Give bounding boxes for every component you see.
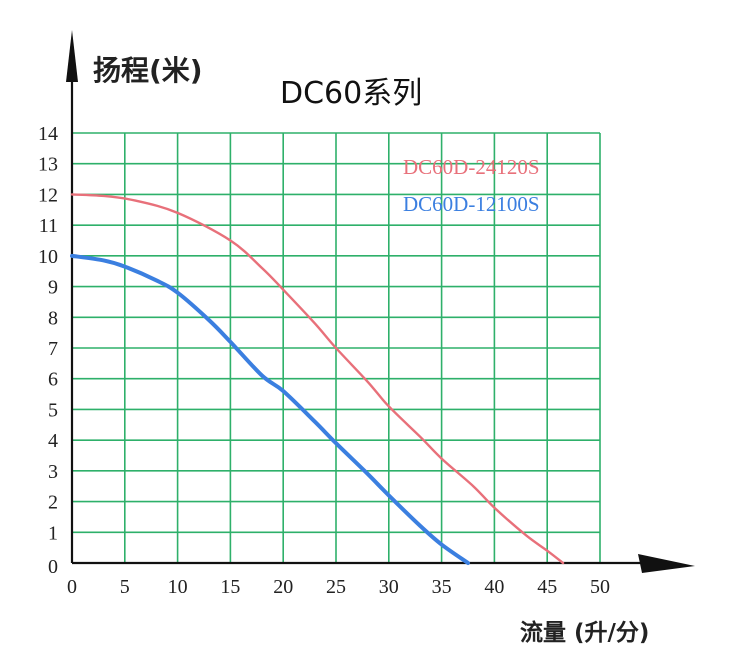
x-tick-label: 40 [484,576,504,598]
y-tick-label: 2 [48,492,58,514]
y-tick-label: 8 [48,307,58,329]
chart-title: DC60系列 [280,76,422,111]
x-tick-label: 0 [67,576,77,598]
y-tick-label: 3 [48,461,58,483]
x-tick-label: 5 [120,576,130,598]
x-axis-title: 流量 (升/分) [520,619,649,646]
x-tick-label: 15 [220,576,240,598]
y-tick-label: 6 [48,369,58,391]
y-axis-title: 扬程(米) [93,54,203,87]
chart-axes [66,30,695,573]
y-tick-label: 12 [38,184,58,206]
series-layer [70,193,565,565]
legend-label-series-2: DC60D-12100S [403,192,540,216]
y-tick-label: 4 [48,430,58,452]
legend-label-series-1: DC60D-24120S [403,155,540,179]
y-tick-label: 5 [48,399,58,421]
x-tick-label: 30 [379,576,399,598]
y-tick-label: 9 [48,277,58,299]
x-axis-arrow [638,554,695,573]
y-tick-label: 1 [48,522,58,544]
y-tick-label: 13 [38,154,58,176]
y-tick-label: 0 [48,556,58,578]
x-tick-label: 50 [590,576,610,598]
y-axis-arrow [66,30,78,82]
x-tick-label: 25 [326,576,346,598]
series-line-2 [70,253,470,565]
x-tick-label: 10 [168,576,188,598]
y-tick-label: 7 [48,338,58,360]
x-tick-label: 45 [537,576,557,598]
y-tick-label: 11 [39,215,58,237]
series-line-1 [70,193,565,565]
y-tick-label: 10 [38,246,58,268]
x-tick-label: 35 [432,576,452,598]
x-tick-label: 20 [273,576,293,598]
y-tick-label: 14 [38,123,58,145]
